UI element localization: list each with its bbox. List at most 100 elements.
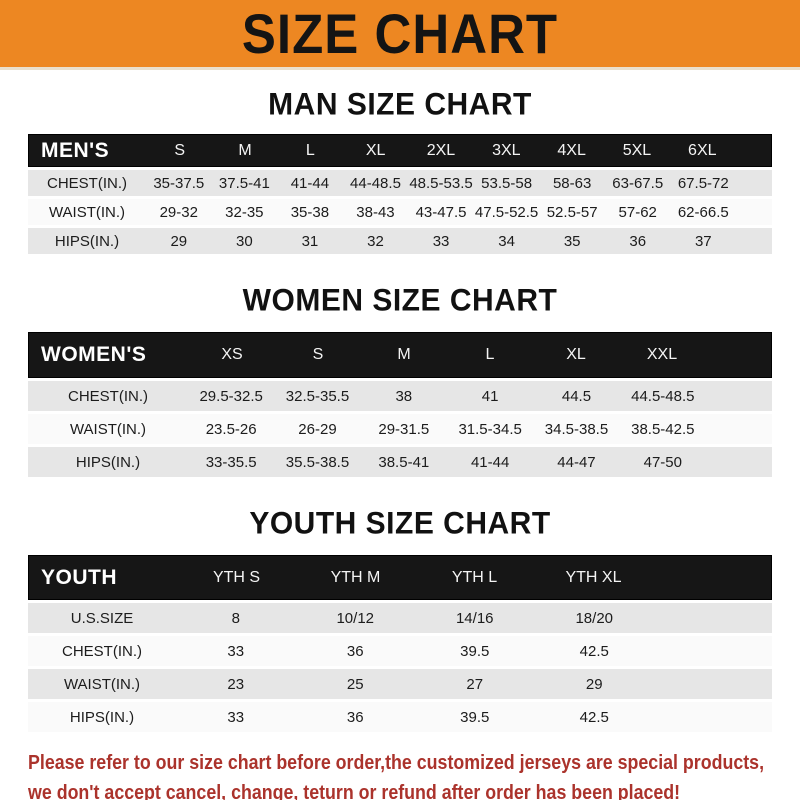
size-cell: 36 xyxy=(629,232,647,250)
size-column-header: L xyxy=(305,141,315,159)
size-cell: 34.5-38.5 xyxy=(544,420,609,438)
size-cell: 23.5-26 xyxy=(205,420,257,438)
mens-size-table: MEN'S S M L XL 2XL 3XL 4XL 5XL 6XL CHEST… xyxy=(28,134,772,254)
size-cell: 8 xyxy=(231,609,240,627)
row-label: HIPS(IN.) xyxy=(69,708,135,726)
size-cell: 29-32 xyxy=(159,203,198,221)
size-cell: 38.5-42.5 xyxy=(631,420,695,438)
size-column-header: 4XL xyxy=(557,141,586,159)
size-cell: 33 xyxy=(227,708,245,726)
size-column-header: M xyxy=(238,141,252,159)
size-cell: 44.5-48.5 xyxy=(631,387,695,405)
mens-header-label: MEN'S xyxy=(41,138,110,162)
size-column-header: 5XL xyxy=(622,141,652,159)
size-cell: 41-44 xyxy=(470,453,510,471)
size-cell: 33 xyxy=(432,232,450,250)
row-label: HIPS(IN.) xyxy=(75,453,141,471)
size-cell: 33-35.5 xyxy=(205,453,257,471)
size-cell: 27 xyxy=(466,675,484,693)
size-cell: 38.5-41 xyxy=(378,453,430,471)
size-column-header: M xyxy=(397,346,411,363)
size-column-header: YTH XL xyxy=(565,568,622,586)
size-chart-banner: SIZE CHART xyxy=(0,0,800,70)
row-label: CHEST(IN.) xyxy=(62,642,142,660)
size-cell: 32 xyxy=(367,232,384,250)
size-column-header: XL xyxy=(365,141,386,159)
size-cell: 62-66.5 xyxy=(677,203,729,221)
youth-size-table: YOUTH YTH S YTH M YTH L YTH XL U.S.SIZE … xyxy=(28,555,772,732)
womens-size-table: WOMEN'S XS S M L XL XXL CHEST(IN.) 29.5-… xyxy=(28,332,772,477)
size-cell: 23 xyxy=(227,675,245,693)
size-cell: 35-38 xyxy=(290,203,330,221)
mens-table-header-bar: MEN'S S M L XL 2XL 3XL 4XL 5XL 6XL xyxy=(28,134,772,167)
size-cell: 39.5 xyxy=(460,708,490,726)
size-column-header: YTH S xyxy=(212,568,261,586)
size-cell: 30 xyxy=(236,232,253,250)
size-cell: 35 xyxy=(563,232,581,250)
size-cell: 38-43 xyxy=(356,203,395,221)
size-cell: 44-48.5 xyxy=(350,174,401,192)
size-column-header: XL xyxy=(566,346,586,363)
size-cell: 14/16 xyxy=(455,609,494,627)
size-column-header: XS xyxy=(221,346,243,363)
size-cell: 67.5-72 xyxy=(677,174,729,192)
size-cell: 29.5-32.5 xyxy=(199,387,263,405)
size-cell: 37.5-41 xyxy=(218,174,270,192)
size-chart-title: SIZE CHART xyxy=(241,2,559,65)
youth-ussize-row: U.S.SIZE 8 10/12 14/16 18/20 xyxy=(28,603,772,633)
size-cell: 52.5-57 xyxy=(546,203,598,221)
row-label: WAIST(IN.) xyxy=(48,203,126,221)
row-label: WAIST(IN.) xyxy=(63,675,141,693)
size-column-header: 3XL xyxy=(492,141,521,159)
size-cell: 25 xyxy=(346,675,364,693)
womens-chest-row: CHEST(IN.) 29.5-32.5 32.5-35.5 38 41 44.… xyxy=(28,381,772,411)
size-cell: 31 xyxy=(301,232,319,250)
womens-hips-row: HIPS(IN.) 33-35.5 35.5-38.5 38.5-41 41-4… xyxy=(28,447,772,477)
row-label: CHEST(IN.) xyxy=(68,387,148,405)
size-cell: 38 xyxy=(395,387,413,405)
disclaimer-text: Please refer to our size chart before or… xyxy=(28,748,800,800)
size-cell: 44-47 xyxy=(557,453,596,471)
size-cell: 32.5-35.5 xyxy=(285,387,350,405)
size-cell: 58-63 xyxy=(552,174,592,192)
youth-hips-row: HIPS(IN.) 33 36 39.5 42.5 xyxy=(28,702,772,732)
size-cell: 36 xyxy=(346,642,364,660)
size-cell: 44.5 xyxy=(561,387,592,405)
size-cell: 57-62 xyxy=(618,203,657,221)
mens-waist-row: WAIST(IN.) 29-32 32-35 35-38 38-43 43-47… xyxy=(28,199,772,225)
disclaimer-line-2: we don't accept cancel, change, teturn o… xyxy=(28,782,681,800)
disclaimer-line-1: Please refer to our size chart before or… xyxy=(28,752,765,774)
size-column-header: XXL xyxy=(646,346,678,363)
row-label: U.S.SIZE xyxy=(70,609,134,627)
youth-size-chart-heading: YOUTH SIZE CHART xyxy=(249,506,551,541)
size-column-header: S xyxy=(174,141,185,159)
youth-table-header-bar: YOUTH YTH S YTH M YTH L YTH XL xyxy=(28,555,772,600)
size-cell: 34 xyxy=(498,232,515,250)
womens-table-header-bar: WOMEN'S XS S M L XL XXL xyxy=(28,332,772,378)
row-label: CHEST(IN.) xyxy=(47,174,127,192)
womens-header-label: WOMEN'S xyxy=(41,343,147,366)
size-column-header: S xyxy=(312,346,324,363)
size-cell: 29-31.5 xyxy=(378,420,430,438)
size-cell: 32-35 xyxy=(225,203,264,221)
row-label: WAIST(IN.) xyxy=(69,420,147,438)
size-cell: 10/12 xyxy=(336,609,375,627)
size-cell: 63-67.5 xyxy=(612,174,664,192)
size-cell: 42.5 xyxy=(579,708,609,726)
size-cell: 41 xyxy=(481,387,499,405)
mens-chest-row: CHEST(IN.) 35-37.5 37.5-41 41-44 44-48.5… xyxy=(28,170,772,196)
size-cell: 39.5 xyxy=(460,642,490,660)
size-cell: 35-37.5 xyxy=(153,174,205,192)
size-cell: 43-47.5 xyxy=(415,203,467,221)
size-cell: 29 xyxy=(170,232,188,250)
women-size-chart-heading: WOMEN SIZE CHART xyxy=(242,283,558,318)
size-column-header: 6XL xyxy=(688,141,717,159)
size-cell: 36 xyxy=(346,708,364,726)
size-cell: 42.5 xyxy=(579,642,609,660)
size-cell: 47.5-52.5 xyxy=(474,203,539,221)
size-column-header: 2XL xyxy=(426,141,456,159)
size-cell: 26-29 xyxy=(298,420,337,438)
youth-chest-row: CHEST(IN.) 33 36 39.5 42.5 xyxy=(28,636,772,666)
row-label: HIPS(IN.) xyxy=(54,232,120,250)
man-size-chart-heading: MAN SIZE CHART xyxy=(268,87,532,122)
